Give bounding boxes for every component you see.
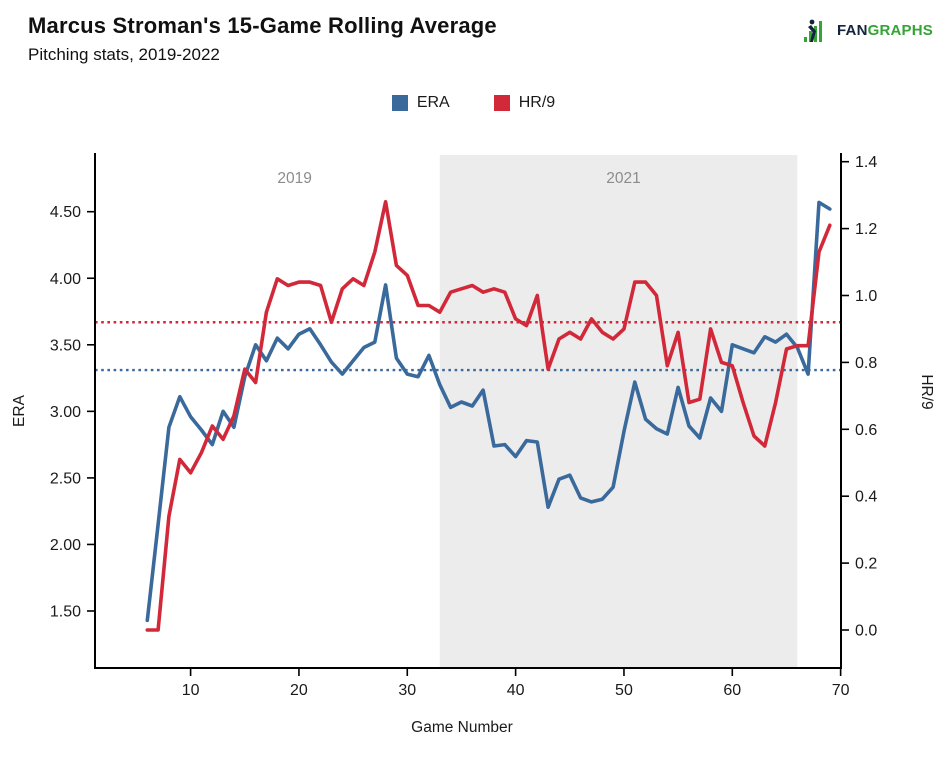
chart-legend: ERA HR/9 xyxy=(0,94,947,112)
logo-text-graphs: GRAPHS xyxy=(867,21,933,39)
hr9-tick-label: 1.4 xyxy=(855,154,877,171)
era-tick-label: 3.00 xyxy=(50,404,81,421)
hr9-tick-label: 0.0 xyxy=(855,623,877,640)
legend-item-hr9: HR/9 xyxy=(493,94,556,112)
hr9-tick-label: 0.2 xyxy=(855,556,877,573)
game-tick-label: 50 xyxy=(615,682,633,699)
page-subtitle: Pitching stats, 2019-2022 xyxy=(28,45,220,64)
game-tick-label: 10 xyxy=(182,682,200,699)
hr9-tick-label: 0.8 xyxy=(855,355,877,372)
hr9-legend-swatch xyxy=(493,95,510,111)
x-axis-title: Game Number xyxy=(411,719,513,736)
era-tick-label: 1.50 xyxy=(50,604,81,621)
era-tick-label: 4.00 xyxy=(50,271,81,288)
era-legend-label: ERA xyxy=(416,94,450,111)
era-legend-swatch xyxy=(391,95,408,111)
fangraphs-logo-icon xyxy=(804,19,822,42)
era-tick-label: 4.50 xyxy=(50,204,81,221)
hr9-tick-label: 1.2 xyxy=(855,221,877,238)
game-tick-label: 60 xyxy=(723,682,741,699)
game-tick-label: 30 xyxy=(398,682,416,699)
era-tick-label: 2.50 xyxy=(50,470,81,487)
page-title: Marcus Stroman's 15-Game Rolling Average xyxy=(28,13,497,38)
era-tick-label: 2.00 xyxy=(50,537,81,554)
era-tick-label: 3.50 xyxy=(50,337,81,354)
hr9-tick-label: 0.4 xyxy=(855,489,877,506)
hr9-line xyxy=(145,200,832,632)
game-tick-label: 40 xyxy=(507,682,525,699)
game-tick-label: 20 xyxy=(290,682,308,699)
logo-text-fan: FAN xyxy=(837,21,868,39)
left-axis-title: ERA xyxy=(11,394,28,427)
season-label-2019: 2019 xyxy=(277,170,311,187)
game-tick-label: 70 xyxy=(832,682,850,699)
right-axis-title: HR/9 xyxy=(918,374,935,409)
season-label-2021: 2021 xyxy=(606,170,640,187)
hr9-tick-label: 1.0 xyxy=(855,288,877,305)
hr9-tick-label: 0.6 xyxy=(855,422,877,439)
fangraphs-logo: FANGRAPHS xyxy=(803,17,933,43)
fangraphs-logo-text: FANGRAPHS xyxy=(837,22,933,39)
hr9-legend-label: HR/9 xyxy=(518,94,556,111)
shaded-region-2021 xyxy=(439,155,798,668)
legend-item-era: ERA xyxy=(391,94,450,112)
